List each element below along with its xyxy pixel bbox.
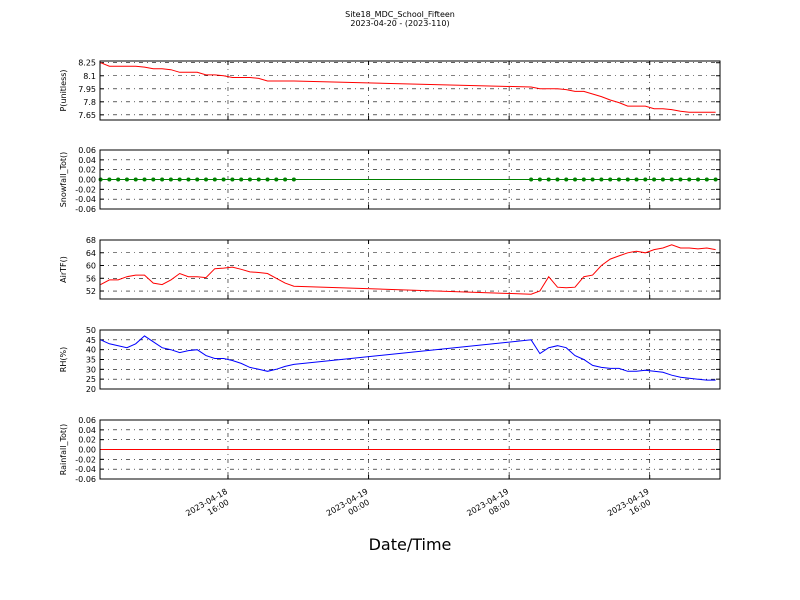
data-point (608, 177, 613, 182)
chart-title: Site18_MDC_School_Fifteen (345, 10, 455, 19)
y-axis-label: AirTF() (59, 256, 68, 283)
y-tick-label: -0.02 (75, 185, 96, 194)
y-tick-label: 0.04 (78, 426, 96, 435)
data-point (160, 177, 165, 182)
data-point (537, 177, 542, 182)
y-tick-label: -0.04 (75, 195, 96, 204)
y-tick-label: -0.04 (75, 465, 96, 474)
y-tick-label: 40 (86, 346, 96, 355)
y-tick-label: 7.95 (78, 85, 96, 94)
data-point (599, 177, 604, 182)
data-line (100, 62, 716, 113)
y-tick-label: -0.02 (75, 455, 96, 464)
data-point (652, 177, 657, 182)
data-point (212, 177, 217, 182)
data-point (256, 177, 261, 182)
y-tick-label: 52 (86, 287, 96, 296)
y-tick-label: 56 (86, 274, 96, 283)
y-tick-label: 0.02 (78, 436, 96, 445)
data-point (634, 177, 639, 182)
data-point (687, 177, 692, 182)
data-point (704, 177, 709, 182)
data-point (696, 177, 701, 182)
y-axis-label: Snowfall_Tot() (59, 152, 68, 208)
data-point (581, 177, 586, 182)
data-point (142, 177, 147, 182)
data-point (195, 177, 200, 182)
y-tick-label: 35 (86, 356, 96, 365)
data-point (529, 177, 534, 182)
x-tick-label: 2023-04-1900:00 (325, 487, 375, 527)
data-point (713, 177, 718, 182)
y-tick-label: 0.00 (78, 446, 96, 455)
x-axis-label: Date/Time (369, 535, 452, 554)
data-point (590, 177, 595, 182)
data-point (247, 177, 252, 182)
data-point (564, 177, 569, 182)
data-point (186, 177, 191, 182)
y-tick-label: 0.00 (78, 176, 96, 185)
plot-frame (99, 149, 721, 210)
data-point (239, 177, 244, 182)
y-tick-label: 20 (86, 385, 96, 394)
chart-subtitle: 2023-04-20 - (2023-110) (350, 19, 449, 28)
y-tick-label: 0.06 (78, 146, 96, 155)
data-point (546, 177, 551, 182)
data-point (669, 177, 674, 182)
data-point (168, 177, 173, 182)
data-point (177, 177, 182, 182)
data-line (100, 244, 716, 295)
data-point (265, 177, 270, 182)
data-point (151, 177, 156, 182)
y-tick-label: 30 (86, 365, 96, 374)
y-tick-label: 64 (86, 249, 96, 258)
data-point (616, 177, 621, 182)
plot-frame (99, 329, 721, 390)
data-point (107, 177, 112, 182)
data-point (625, 177, 630, 182)
y-tick-label: 0.04 (78, 156, 96, 165)
y-axis-label: P(unitless) (59, 69, 68, 111)
y-tick-label: 0.06 (78, 416, 96, 425)
y-tick-label: 25 (86, 375, 96, 384)
data-point (116, 177, 121, 182)
data-point (643, 177, 648, 182)
y-tick-label: 7.65 (78, 111, 96, 120)
data-point (98, 177, 103, 182)
y-tick-label: 8.1 (83, 72, 96, 81)
y-tick-label: 60 (86, 262, 96, 271)
y-tick-label: 45 (86, 336, 96, 345)
y-tick-label: 68 (86, 236, 96, 245)
data-point (204, 177, 209, 182)
y-tick-label: 8.25 (78, 59, 96, 68)
data-point (230, 177, 235, 182)
x-tick-label: 2023-04-1916:00 (606, 487, 656, 527)
y-axis-label: RH(%) (59, 347, 68, 372)
data-point (678, 177, 683, 182)
data-point (221, 177, 226, 182)
data-point (124, 177, 129, 182)
x-tick-label: 2023-04-1816:00 (184, 487, 234, 527)
y-tick-label: 50 (86, 326, 96, 335)
y-tick-label: 7.8 (83, 98, 96, 107)
y-tick-label: -0.06 (75, 475, 96, 484)
data-point (660, 177, 665, 182)
x-tick-label: 2023-04-1908:00 (465, 487, 515, 527)
data-point (291, 177, 296, 182)
y-axis-label: Rainfall_Tot() (59, 424, 68, 476)
y-tick-label: -0.06 (75, 205, 96, 214)
data-point (573, 177, 578, 182)
y-tick-label: 0.02 (78, 166, 96, 175)
data-point (133, 177, 138, 182)
data-point (555, 177, 560, 182)
data-line (100, 335, 716, 381)
plot-frame (99, 239, 721, 300)
plot-frame (99, 60, 721, 121)
data-point (274, 177, 279, 182)
data-point (283, 177, 288, 182)
plot-frame (99, 419, 721, 480)
